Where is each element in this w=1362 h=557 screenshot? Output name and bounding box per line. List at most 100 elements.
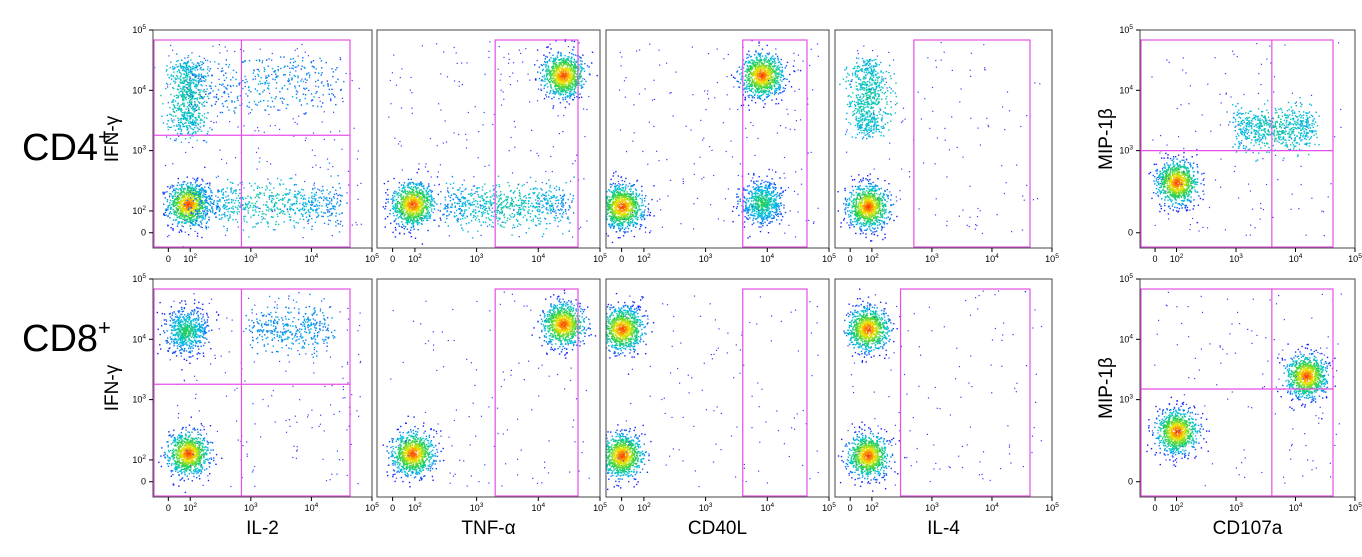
panel-cd4-cd107a: 0 102 103 104 105 0 103 104 105 MIP-1β (1096, 24, 1362, 264)
y-tick-label: 105 (1119, 273, 1133, 284)
scatter-points (1148, 42, 1342, 237)
x-tick-label: 103 (244, 502, 258, 513)
population-2 (156, 293, 361, 488)
x-tick-label: 0 (166, 503, 171, 513)
gate-rectangle (742, 288, 808, 497)
population-3 (154, 44, 357, 236)
y-axis-label: MIP-1β (1096, 357, 1117, 419)
x-tick-label: 104 (305, 502, 319, 513)
population-1 (162, 51, 355, 248)
plot-frame (1139, 278, 1356, 498)
row-label-cd4: CD4+ (22, 124, 111, 169)
plot-frame (834, 29, 1053, 249)
x-tick-label: 0 (848, 254, 853, 264)
gate (153, 288, 351, 497)
x-tick-label: 0 (619, 503, 624, 513)
population-4 (165, 43, 362, 239)
plot-frame (152, 29, 373, 249)
panel-cd8-tnf: 0 102 103 104 105 TNF-α (376, 278, 607, 539)
population-1 (382, 291, 590, 488)
scatter-points (837, 288, 1043, 492)
scatter-points (382, 279, 597, 488)
x-axis-label: TNF-α (461, 518, 515, 539)
x-tick-label: 104 (1289, 502, 1303, 513)
plot-frame (605, 29, 830, 249)
x-tick-label: 102 (865, 253, 879, 264)
gate (494, 39, 579, 248)
x-tick-label: 105 (1045, 502, 1059, 513)
population-2 (843, 288, 1042, 486)
y-tick-label: 103 (1119, 145, 1133, 156)
x-tick-label: 102 (1170, 502, 1184, 513)
x-tick-label: 0 (166, 254, 171, 264)
y-tick-label: 0 (1128, 228, 1133, 238)
y-axis-label: IFN-γ (102, 115, 123, 162)
scatter-points (382, 39, 598, 245)
scatter-points (1146, 291, 1342, 487)
y-tick-label: 103 (1119, 394, 1133, 405)
population-2 (1159, 43, 1336, 237)
row-label-superscript: + (98, 315, 111, 340)
y-tick-label: 103 (132, 145, 146, 156)
scatter-points (154, 43, 362, 248)
population-1 (382, 43, 580, 245)
population-1 (158, 292, 361, 494)
gate (1140, 288, 1334, 497)
population-2 (839, 42, 1041, 233)
gate (899, 288, 1031, 497)
x-tick-label: 0 (1153, 503, 1158, 513)
plot-frame (152, 278, 373, 498)
x-tick-label: 105 (365, 253, 379, 264)
population-3 (169, 293, 362, 482)
x-tick-label: 102 (408, 253, 422, 264)
y-tick-label: 103 (132, 394, 146, 405)
x-tick-label: 102 (183, 502, 197, 513)
x-tick-label: 105 (822, 253, 836, 264)
y-tick-label: 104 (132, 333, 146, 344)
x-tick-label: 104 (760, 253, 774, 264)
x-tick-label: 104 (985, 253, 999, 264)
gate (742, 288, 808, 497)
x-tick-label: 105 (822, 502, 836, 513)
gate-rectangle (913, 39, 1031, 248)
x-tick-label: 103 (1229, 502, 1243, 513)
y-tick-label: 102 (132, 205, 146, 216)
gate-outline (153, 288, 351, 497)
gate-outline (153, 39, 351, 248)
scatter-points (837, 42, 1041, 242)
panel-cd4-tnf: 0 102 103 104 105 (376, 29, 607, 264)
y-tick-label: 105 (1119, 24, 1133, 35)
x-tick-label: 104 (760, 502, 774, 513)
y-tick-label: 102 (132, 454, 146, 465)
panel-cd8-cd107a: 0 102 103 104 105 0 103 104 105 MIP-1β CD107a (1096, 273, 1362, 539)
gate (494, 288, 579, 497)
x-axis-label: IL-2 (246, 518, 279, 539)
x-tick-label: 0 (390, 254, 395, 264)
y-tick-label: 104 (1119, 333, 1133, 344)
scatter-points (606, 292, 819, 491)
panel-cd4-il4: 0 102 103 104 105 (834, 29, 1059, 264)
x-tick-label: 104 (1289, 253, 1303, 264)
x-tick-label: 103 (925, 253, 939, 264)
gate-rectangle (899, 288, 1031, 497)
panel-cd8-cd40l: 0 102 103 104 105 CD40L (605, 278, 836, 539)
x-tick-label: 103 (1229, 253, 1243, 264)
x-tick-label: 103 (699, 502, 713, 513)
x-axis-label: IL-4 (927, 518, 960, 539)
row-label-cd8: CD8+ (22, 315, 111, 360)
x-tick-label: 104 (531, 253, 545, 264)
population-1 (837, 290, 1043, 492)
population-2 (606, 292, 819, 484)
y-tick-label: 0 (1128, 477, 1133, 487)
y-tick-label: 0 (141, 477, 146, 487)
row-label-superscript: + (98, 124, 111, 149)
x-tick-label: 0 (1153, 254, 1158, 264)
x-tick-label: 103 (925, 502, 939, 513)
x-tick-label: 102 (183, 253, 197, 264)
y-axis-label: IFN-γ (102, 364, 123, 411)
plot-frame (834, 278, 1053, 498)
x-tick-label: 105 (1045, 253, 1059, 264)
plot-frame (1139, 29, 1356, 249)
plot-frame (376, 278, 601, 498)
